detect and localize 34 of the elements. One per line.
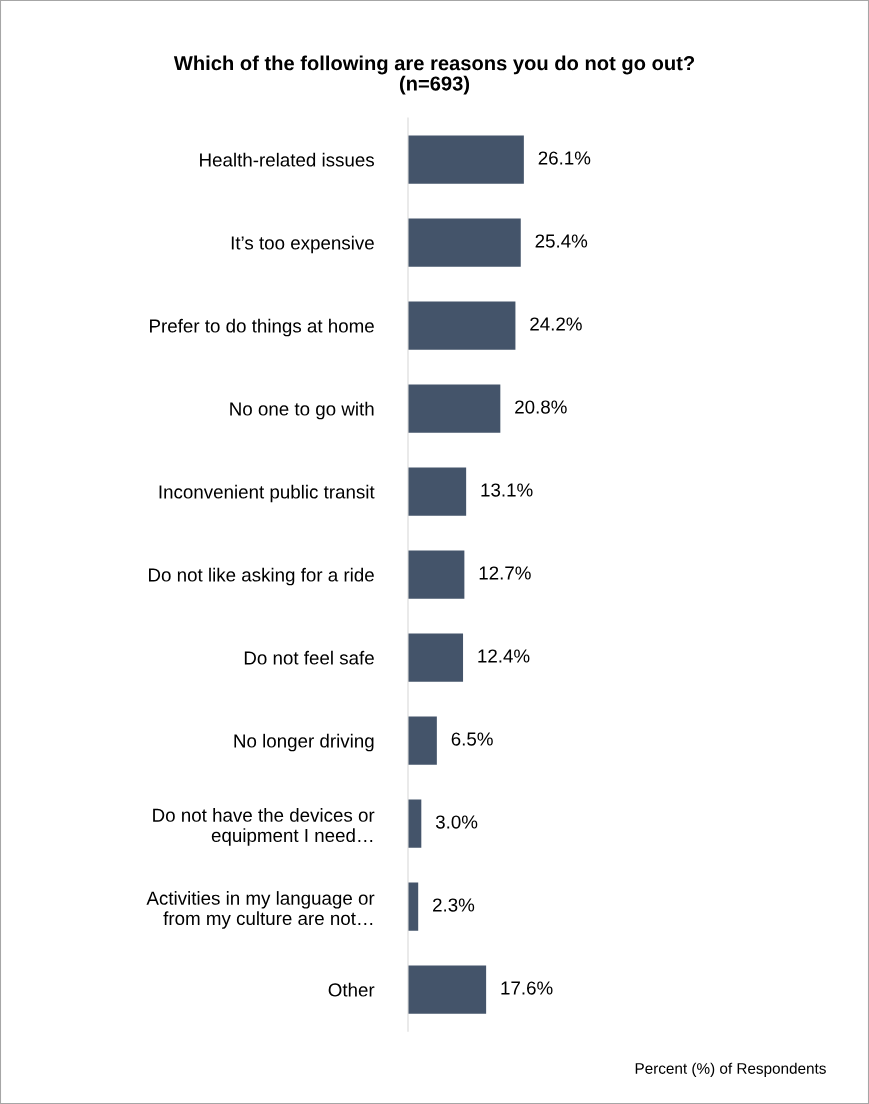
data-label: 2.3% bbox=[433, 898, 475, 912]
bar bbox=[408, 550, 465, 599]
bar bbox=[408, 218, 521, 267]
y-tick-label: No one to go with bbox=[230, 401, 374, 420]
data-label: 13.1% bbox=[481, 483, 533, 497]
data-label: 25.4% bbox=[535, 234, 588, 248]
data-label: 12.4% bbox=[478, 649, 530, 663]
bar bbox=[408, 716, 437, 765]
data-label: 3.0% bbox=[435, 815, 478, 829]
bar bbox=[408, 384, 501, 433]
y-tick-label: Inconvenient public transit bbox=[159, 484, 375, 503]
text: Percent (%) of Respondents bbox=[635, 1062, 826, 1077]
bar bbox=[408, 965, 487, 1014]
y-tick-label: Do not feel safe bbox=[244, 650, 374, 665]
data-label: 6.5% bbox=[451, 732, 493, 746]
chart-title: Which of the following are reasons you do not go out? (n=693) bbox=[173, 55, 695, 95]
y-tick-label: Activities in my language or from my culture are not… bbox=[146, 891, 375, 929]
data-label: 24.2% bbox=[530, 317, 582, 331]
bar bbox=[408, 633, 464, 682]
y-tick-label: Do not like asking for a ride bbox=[149, 567, 374, 586]
y-tick-label: It’s too expensive bbox=[231, 235, 374, 254]
bar bbox=[408, 135, 524, 184]
data-label: 12.7% bbox=[479, 566, 531, 580]
data-label: 20.8% bbox=[515, 400, 567, 414]
bar bbox=[408, 467, 467, 516]
y-tick-label: Do not have the devices or equipment I need… bbox=[153, 808, 375, 846]
bar bbox=[408, 799, 422, 848]
y-tick-label: No longer driving bbox=[234, 733, 374, 752]
y-tick-label: Other bbox=[328, 982, 375, 997]
data-label: 26.1% bbox=[538, 151, 591, 165]
bar bbox=[408, 301, 516, 350]
y-tick-label: Health-related issues bbox=[200, 152, 374, 167]
y-tick-label: Prefer to do things at home bbox=[150, 318, 374, 337]
data-label: 17.6% bbox=[501, 981, 553, 995]
